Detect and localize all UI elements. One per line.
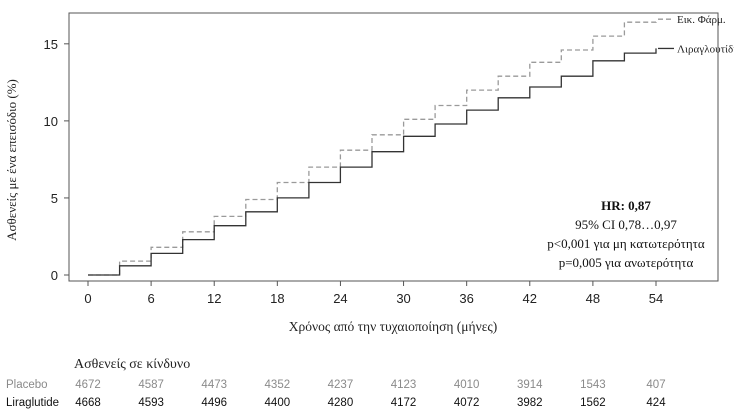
x-tick-label: 18 [270, 291, 284, 306]
risk-cell: 407 [646, 379, 666, 391]
plot-frame [68, 12, 719, 282]
x-tick-label: 24 [333, 291, 347, 306]
risk-cell: 4072 [453, 397, 480, 409]
risk-cell: 3982 [516, 397, 543, 409]
risk-cell: 4593 [138, 397, 164, 409]
legend-label-0: Εικ. Φάρμ. [677, 14, 726, 26]
y-tick-label: 5 [51, 191, 58, 206]
hr-annotation: HR: 0,87 95% CI 0,78…0,97 p<0,001 για μη… [547, 198, 705, 270]
x-tick-label: 48 [586, 291, 600, 306]
risk-cell: 4587 [138, 379, 164, 391]
x-tick-label: 0 [84, 291, 91, 306]
series-line-1 [88, 48, 657, 276]
risk-table: Ασθενείς σε κίνδυνο Placebo 4672 4587 4473… [0, 357, 734, 413]
risk-table-title: Ασθενείς σε κίνδυνο [74, 357, 191, 372]
chart-area: 0 5 10 15 0 6 12 18 24 30 36 42 48 54 Εικ. Φάρμ. Λιρα… [4, 12, 734, 334]
risk-cell: 4237 [327, 379, 354, 391]
hr-value: HR: 0,87 [601, 198, 651, 213]
x-tick-label: 54 [649, 291, 663, 306]
risk-cell: 1543 [580, 379, 606, 391]
legend-label-1: Λιραγλουτίδη [677, 43, 734, 55]
risk-cell: 4496 [201, 397, 228, 409]
risk-cell: 4280 [327, 397, 354, 409]
x-tick-label: 36 [459, 291, 473, 306]
risk-cell: 4668 [75, 397, 101, 409]
x-axis-label: Χρόνος από την τυχαιοποίηση (μήνες) [289, 319, 497, 334]
risk-cell: 4473 [201, 379, 228, 391]
x-tick-label: 6 [147, 291, 154, 306]
risk-row-label: Liraglutide [6, 397, 60, 409]
risk-cell: 4172 [390, 397, 417, 409]
risk-cell: 4672 [75, 379, 101, 391]
risk-cell: 1562 [580, 397, 606, 409]
x-tick-label: 42 [523, 291, 537, 306]
x-tick-label: 12 [207, 291, 221, 306]
series-line-0 [88, 19, 657, 276]
risk-row-placebo: Placebo 4672 4587 4473 4352 4237 4123 4010 3914… [0, 379, 734, 395]
risk-cell: 4352 [264, 379, 291, 391]
y-tick-label: 0 [51, 268, 58, 283]
p-superiority-text: p=0,005 για ανωτερότητα [559, 255, 694, 270]
risk-cell: 3914 [516, 379, 543, 391]
y-axis-label: Ασθενείς με ένα επεισόδιο (%) [4, 79, 19, 241]
y-axis: 0 5 10 15 [44, 37, 69, 283]
risk-cell: 4123 [390, 379, 417, 391]
x-tick-label: 30 [396, 291, 410, 306]
risk-row-liraglutide: Liraglutide 4668 4593 4496 4400 4280 4172 4072… [0, 397, 734, 413]
legend: Εικ. Φάρμ. Λιραγλουτίδη [658, 14, 734, 55]
y-tick-label: 10 [44, 114, 58, 129]
p-noninferiority-text: p<0,001 για μη κατωτερότητα [547, 236, 705, 251]
risk-cell: 4010 [453, 379, 480, 391]
risk-row-label: Placebo [6, 379, 48, 391]
ci-text: 95% CI 0,78…0,97 [575, 217, 677, 232]
x-axis: 0 6 12 18 24 30 36 42 48 54 [84, 281, 663, 306]
risk-cell: 4400 [264, 397, 291, 409]
y-tick-label: 15 [44, 37, 58, 52]
risk-cell: 424 [646, 397, 666, 409]
series-layer [88, 19, 657, 276]
